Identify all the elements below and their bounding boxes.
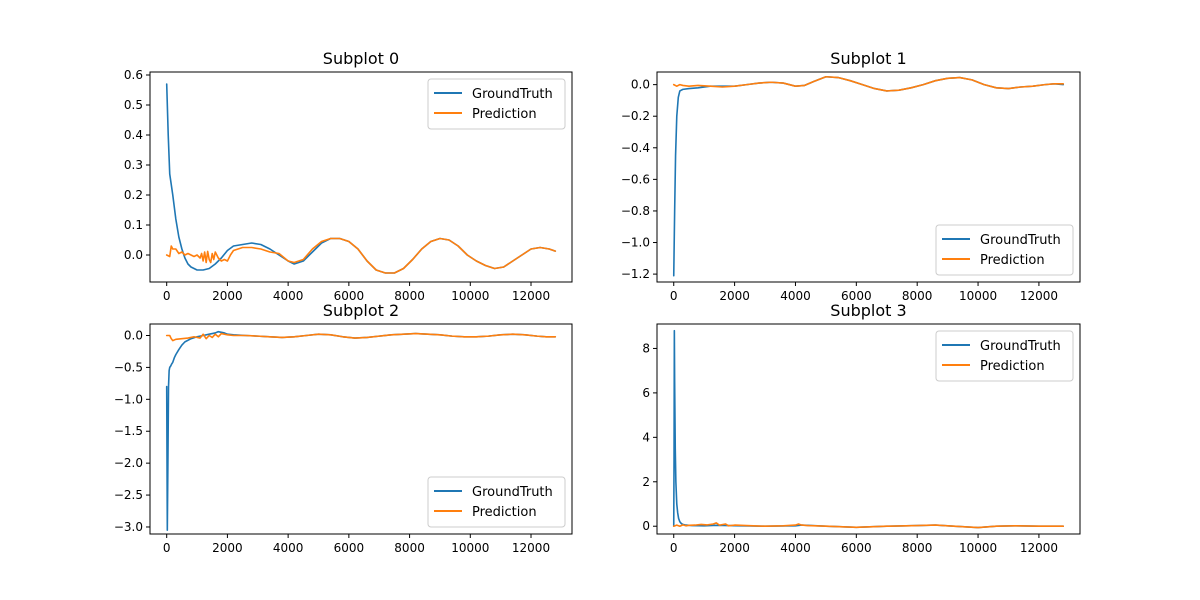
subplot-3-legend: GroundTruth Prediction xyxy=(935,330,1074,382)
subplot-0-xtick-label: 4000 xyxy=(273,289,304,303)
legend-label-prediction: Prediction xyxy=(472,107,537,122)
subplot-3-series-prediction xyxy=(672,522,1065,529)
subplot-2-legend: GroundTruth Prediction xyxy=(427,476,566,528)
subplot-1-series-prediction xyxy=(672,75,1065,92)
subplot-1-ytick-label: −0.6 xyxy=(621,172,650,186)
subplot-1-series-group xyxy=(672,75,1065,277)
subplot-0-xtick-label: 10000 xyxy=(451,289,489,303)
subplot-2-xtick-label: 2000 xyxy=(212,541,243,555)
subplot-2-ytick-label: −2.5 xyxy=(114,488,143,502)
subplot-0-ytick-label: 0.2 xyxy=(124,188,143,202)
subplot-3-ytick-label: 6 xyxy=(642,386,650,400)
subplot-3-ytick-label: 0 xyxy=(642,519,650,533)
legend-label-groundtruth: GroundTruth xyxy=(472,87,553,102)
subplot-2-ytick-label: −2.0 xyxy=(114,456,143,470)
subplot-2-xtick-label: 4000 xyxy=(273,541,304,555)
subplot-1-xtick-label: 4000 xyxy=(780,289,811,303)
subplot-2-ytick-label: −1.0 xyxy=(114,392,143,406)
subplot-0-xtick-label: 12000 xyxy=(512,289,550,303)
subplot-2-title: Subplot 2 xyxy=(323,301,399,320)
subplot-3-xtick-label: 12000 xyxy=(1020,541,1058,555)
subplot-2-series-prediction xyxy=(165,332,557,342)
subplot-2-xtick-label: 8000 xyxy=(394,541,425,555)
subplot-2-xtick-label: 10000 xyxy=(451,541,489,555)
subplot-2-xtick-label: 0 xyxy=(163,541,171,555)
subplot-0-xtick-label: 8000 xyxy=(394,289,425,303)
subplot-3: Subplot 3 0 2000 4000 6000 8000 10000 12000 0 2 4… xyxy=(642,301,1081,555)
subplot-1-xtick-label: 12000 xyxy=(1020,289,1058,303)
legend-box xyxy=(427,78,566,130)
subplot-1-ytick-label: −0.2 xyxy=(621,109,650,123)
subplot-0-ytick-label: 0.5 xyxy=(124,98,143,112)
subplot-3-ytick-label: 8 xyxy=(642,341,650,355)
subplot-3-frame xyxy=(656,323,1081,535)
subplot-1-xtick-label: 0 xyxy=(670,289,678,303)
subplot-1-legend: GroundTruth Prediction xyxy=(935,224,1074,276)
subplot-1-xtick-label: 2000 xyxy=(719,289,750,303)
subplot-3-xtick-label: 2000 xyxy=(719,541,750,555)
subplot-3-series-group xyxy=(672,329,1065,529)
legend-label-groundtruth: GroundTruth xyxy=(980,339,1061,354)
subplot-3-xtick-label: 4000 xyxy=(780,541,811,555)
subplot-0-series-prediction xyxy=(165,237,557,274)
subplot-2-ytick-label: −1.5 xyxy=(114,424,143,438)
subplot-0-ytick-label: 0.3 xyxy=(124,158,143,172)
subplot-2: Subplot 2 0 2000 4000 6000 8000 10000 12000 0.0… xyxy=(114,301,573,555)
subplot-0-title: Subplot 0 xyxy=(323,49,399,68)
subplot-1-xtick-label: 10000 xyxy=(959,289,997,303)
legend-label-prediction: Prediction xyxy=(472,505,537,520)
subplot-2-xtick-label: 12000 xyxy=(512,541,550,555)
subplot-1-ytick-label: −0.8 xyxy=(621,204,650,218)
subplot-1-ytick-label: −1.0 xyxy=(621,236,650,250)
subplot-2-xtick-label: 6000 xyxy=(334,541,365,555)
subplot-0-xtick-label: 2000 xyxy=(212,289,243,303)
legend-label-groundtruth: GroundTruth xyxy=(472,485,553,500)
legend-label-prediction: Prediction xyxy=(980,253,1045,268)
subplot-0-ytick-label: 0.4 xyxy=(124,128,143,142)
subplot-0-ytick-label: 0.6 xyxy=(124,68,143,82)
subplot-1-frame xyxy=(656,71,1081,283)
subplot-1: Subplot 1 0 2000 4000 6000 8000 10000 12000 0.0… xyxy=(621,49,1081,303)
subplot-3-xtick-label: 6000 xyxy=(841,541,872,555)
subplot-0-ytick-label: 0.1 xyxy=(124,218,143,232)
subplot-0: Subplot 0 0 2000 4000 6000 8000 10000 12000 0.0… xyxy=(124,49,573,303)
subplot-1-ytick-label: 0.0 xyxy=(631,78,650,92)
subplot-2-ytick-label: −3.0 xyxy=(114,520,143,534)
subplot-0-frame xyxy=(149,71,573,283)
subplot-1-ytick-label: −0.4 xyxy=(621,141,650,155)
subplot-0-legend: GroundTruth Prediction xyxy=(427,78,566,130)
subplot-3-ytick-label: 2 xyxy=(642,475,650,489)
subplot-0-xtick-label: 6000 xyxy=(334,289,365,303)
subplot-3-xtick-label: 0 xyxy=(670,541,678,555)
legend-label-groundtruth: GroundTruth xyxy=(980,233,1061,248)
subplot-0-ytick-label: 0.0 xyxy=(124,248,143,262)
subplot-3-xtick-label: 10000 xyxy=(959,541,997,555)
subplot-1-title: Subplot 1 xyxy=(830,49,906,68)
subplot-2-ytick-label: −0.5 xyxy=(114,360,143,374)
legend-box xyxy=(935,224,1074,276)
legend-box xyxy=(935,330,1074,382)
legend-box xyxy=(427,476,566,528)
subplot-1-xtick-label: 6000 xyxy=(841,289,872,303)
subplot-3-xtick-label: 8000 xyxy=(902,541,933,555)
subplot-3-ytick-label: 4 xyxy=(642,430,650,444)
subplot-2-ytick-label: 0.0 xyxy=(124,328,143,342)
subplot-3-title: Subplot 3 xyxy=(830,301,906,320)
subplot-0-series-group xyxy=(165,83,557,274)
subplot-2-series-group xyxy=(165,330,557,531)
subplot-2-frame xyxy=(149,323,573,535)
subplot-0-xtick-label: 0 xyxy=(163,289,171,303)
subplot-1-ytick-label: −1.2 xyxy=(621,267,650,281)
subplot-1-xtick-label: 8000 xyxy=(902,289,933,303)
legend-label-prediction: Prediction xyxy=(980,359,1045,374)
